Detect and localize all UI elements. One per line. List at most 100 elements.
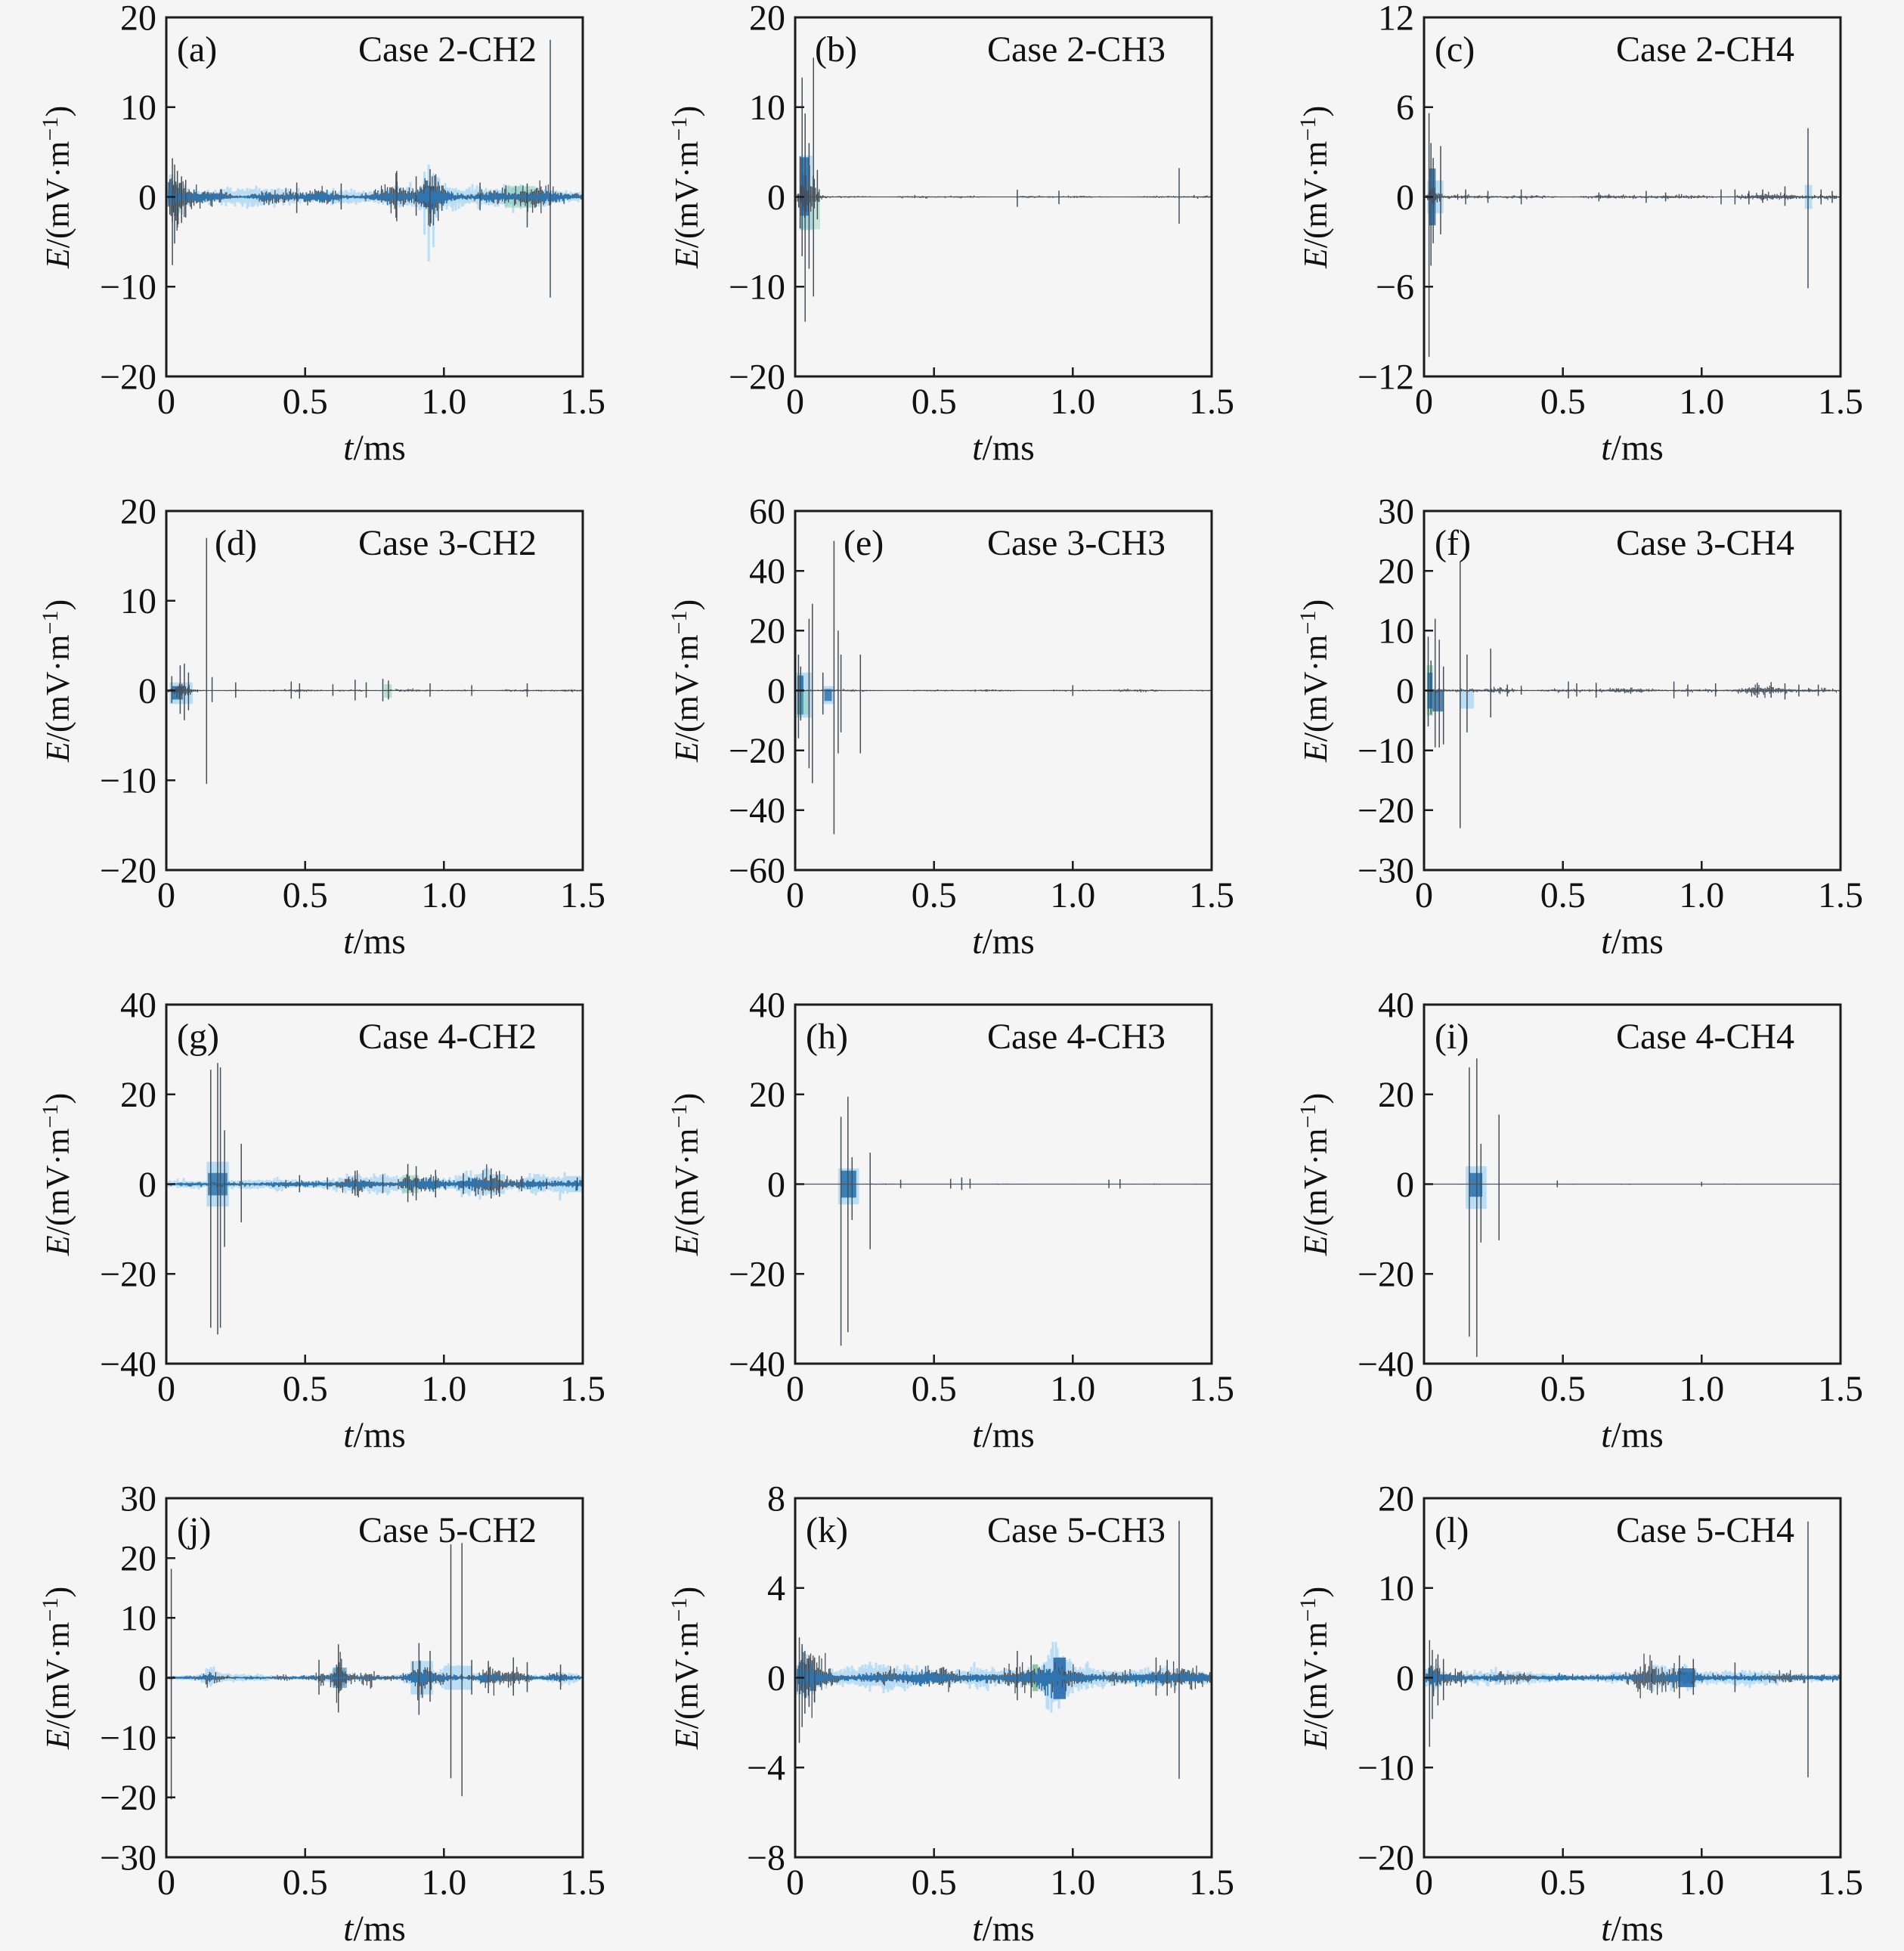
svg-text:0: 0 [1415,382,1433,422]
svg-text:40: 40 [120,985,156,1025]
svg-text:t/ms: t/ms [1601,428,1664,468]
svg-text:−30: −30 [1358,850,1414,890]
svg-text:1.0: 1.0 [1050,1863,1095,1903]
svg-text:t/ms: t/ms [972,921,1035,962]
svg-text:4: 4 [767,1569,785,1609]
svg-text:20: 20 [1378,1479,1414,1519]
svg-text:−20: −20 [729,1255,785,1295]
svg-text:0: 0 [767,178,785,218]
svg-text:0: 0 [138,1165,156,1205]
svg-text:(c): (c) [1435,29,1475,70]
svg-text:−20: −20 [729,731,785,771]
svg-text:t/ms: t/ms [1601,921,1664,962]
svg-text:1.5: 1.5 [560,1369,605,1409]
svg-text:0.5: 0.5 [283,1369,328,1409]
svg-text:−40: −40 [100,1344,156,1384]
svg-text:−20: −20 [729,357,785,397]
svg-text:t/ms: t/ms [343,428,406,468]
svg-text:20: 20 [120,1075,156,1115]
svg-text:Case 4-CH3: Case 4-CH3 [987,1017,1166,1057]
svg-text:1.0: 1.0 [421,1863,466,1903]
svg-text:1.0: 1.0 [1050,382,1095,422]
svg-text:−10: −10 [100,761,156,801]
svg-text:1.0: 1.0 [1679,382,1724,422]
svg-text:0.5: 0.5 [912,382,957,422]
svg-text:10: 10 [120,88,156,128]
svg-text:(h): (h) [806,1017,848,1057]
svg-text:0: 0 [1396,178,1414,218]
svg-text:0: 0 [767,1165,785,1205]
svg-text:1.0: 1.0 [1679,875,1724,915]
svg-text:0: 0 [157,875,175,915]
svg-text:10: 10 [120,1599,156,1639]
svg-text:0: 0 [1396,1658,1414,1699]
svg-text:−4: −4 [747,1748,785,1788]
svg-text:30: 30 [1378,491,1414,531]
svg-text:12: 12 [1378,0,1414,38]
svg-text:−20: −20 [1358,791,1414,831]
svg-text:Case 4-CH2: Case 4-CH2 [358,1017,537,1057]
svg-text:1.5: 1.5 [1189,382,1234,422]
svg-text:−10: −10 [100,1718,156,1758]
svg-text:Case 3-CH2: Case 3-CH2 [358,523,537,563]
svg-text:−12: −12 [1358,357,1414,397]
svg-text:−10: −10 [100,268,156,308]
svg-text:Case 3-CH4: Case 3-CH4 [1616,523,1794,563]
svg-text:30: 30 [120,1479,156,1519]
svg-text:−20: −20 [100,850,156,890]
svg-text:1.5: 1.5 [1818,382,1863,422]
svg-text:0.5: 0.5 [1540,875,1586,915]
svg-text:t/ms: t/ms [1601,1909,1664,1949]
svg-text:0: 0 [1415,1863,1433,1903]
svg-text:0: 0 [1396,1165,1414,1205]
svg-text:6: 6 [1396,88,1414,128]
svg-text:1.0: 1.0 [421,875,466,915]
svg-text:Case 5-CH4: Case 5-CH4 [1616,1510,1794,1550]
svg-text:20: 20 [749,0,785,38]
svg-text:(f): (f) [1435,523,1471,563]
svg-text:20: 20 [1378,1075,1414,1115]
svg-text:0.5: 0.5 [283,875,328,915]
svg-text:Case 5-CH2: Case 5-CH2 [358,1510,537,1550]
svg-text:8: 8 [767,1479,785,1519]
svg-text:0.5: 0.5 [1540,1369,1586,1409]
svg-text:E/(mV·m−1): E/(mV·m−1) [1296,1587,1334,1750]
svg-text:1.0: 1.0 [1050,1369,1095,1409]
svg-text:−40: −40 [1358,1344,1414,1384]
svg-text:−20: −20 [1358,1255,1414,1295]
svg-text:0: 0 [138,1658,156,1699]
svg-text:Case 4-CH4: Case 4-CH4 [1616,1017,1794,1057]
svg-text:1.5: 1.5 [560,382,605,422]
svg-text:t/ms: t/ms [972,428,1035,468]
svg-text:0: 0 [786,1863,804,1903]
svg-text:0: 0 [767,671,785,711]
svg-text:1.5: 1.5 [560,1863,605,1903]
svg-text:(i): (i) [1435,1017,1469,1057]
svg-text:(a): (a) [177,29,217,70]
svg-text:(g): (g) [177,1017,219,1057]
svg-text:t/ms: t/ms [343,1415,406,1455]
svg-text:−10: −10 [1358,731,1414,771]
svg-text:20: 20 [749,1075,785,1115]
svg-text:0: 0 [786,382,804,422]
svg-text:E/(mV·m−1): E/(mV·m−1) [38,1587,76,1750]
svg-text:1.0: 1.0 [421,382,466,422]
svg-text:−20: −20 [100,1778,156,1818]
svg-text:1.5: 1.5 [560,875,605,915]
svg-text:−10: −10 [729,268,785,308]
svg-text:0.5: 0.5 [1540,382,1586,422]
svg-text:(l): (l) [1435,1510,1469,1550]
svg-text:t/ms: t/ms [972,1415,1035,1455]
svg-text:1.0: 1.0 [421,1369,466,1409]
svg-text:0: 0 [1415,875,1433,915]
svg-text:−40: −40 [729,791,785,831]
svg-text:Case 5-CH3: Case 5-CH3 [987,1510,1166,1550]
svg-text:(d): (d) [215,523,257,563]
svg-text:t/ms: t/ms [1601,1415,1664,1455]
svg-text:0: 0 [1396,671,1414,711]
svg-text:Case 2-CH2: Case 2-CH2 [358,29,537,70]
svg-text:60: 60 [749,491,785,531]
svg-text:(e): (e) [844,523,884,563]
svg-text:1.5: 1.5 [1818,1369,1863,1409]
svg-text:−10: −10 [1358,1748,1414,1788]
